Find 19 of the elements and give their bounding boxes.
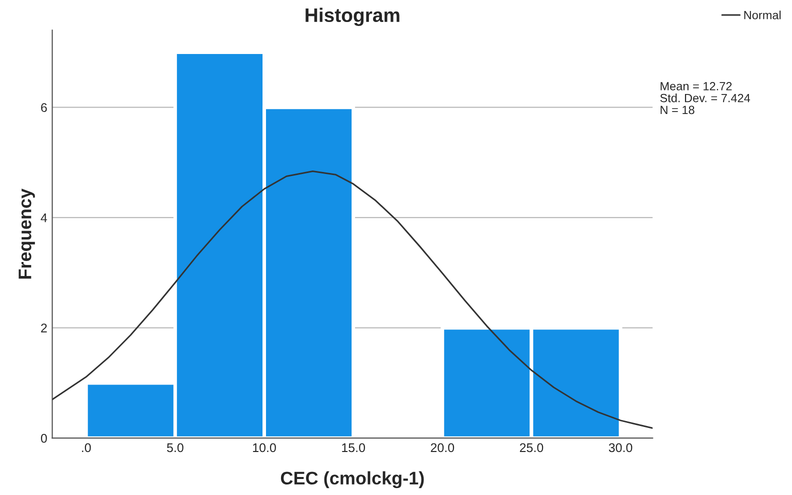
x-tick-label: 25.0 — [520, 443, 544, 452]
text: N = 18 — [660, 106, 694, 114]
y-tick-label: 6 — [41, 103, 47, 112]
y-tick-label: 4 — [40, 214, 48, 222]
x-tick-label: 30.0 — [608, 443, 632, 452]
y-tick-label: 0 — [40, 434, 47, 443]
x-tick-label: 15.0 — [342, 443, 366, 452]
text: Mean = 12.72 — [660, 82, 732, 90]
x-tick-label: 5.0 — [167, 443, 184, 452]
x-tick-label: .0 — [82, 443, 91, 452]
line-series — [52, 170, 653, 429]
legend-label: Normal — [744, 10, 781, 20]
y-axis-title: Frequency — [18, 188, 35, 279]
x-axis-title: CEC (cmolckg-1) — [280, 471, 424, 488]
x-tick-label: 10.0 — [253, 443, 276, 452]
y-tick-label: 2 — [41, 324, 47, 332]
x-tick-label: 20.0 — [430, 443, 454, 452]
text: Std. Dev. = 7.424 — [660, 94, 750, 102]
chart-title: Histogram — [306, 8, 400, 26]
